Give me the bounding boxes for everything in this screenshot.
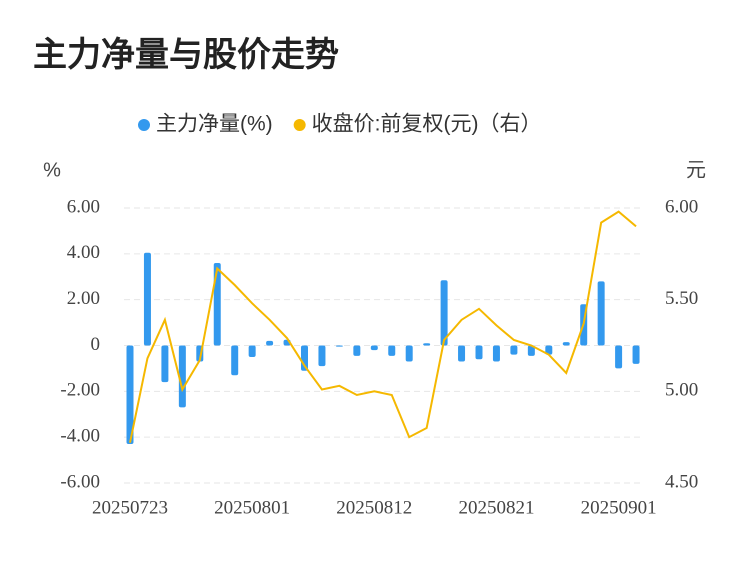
y-tick-label: -2.00 — [60, 380, 100, 401]
y2-axis-label: 元 — [686, 159, 706, 181]
legend-label: 主力净量(%) — [156, 113, 273, 136]
bar — [353, 345, 361, 356]
bar — [562, 342, 570, 346]
bar — [370, 345, 378, 351]
bar — [318, 345, 326, 367]
bar — [126, 345, 134, 445]
bar — [527, 345, 535, 356]
x-tick-label: 20250901 — [581, 497, 657, 518]
x-tick-label: 20250723 — [92, 497, 168, 518]
chart-title: 主力净量与股价走势 — [33, 36, 339, 74]
legend-marker — [293, 119, 306, 131]
bar — [440, 280, 448, 346]
bar — [545, 345, 553, 355]
bar — [213, 263, 221, 346]
bar — [632, 345, 640, 364]
y2-tick-label: 4.50 — [665, 471, 698, 492]
bar — [248, 345, 256, 357]
y-tick-label: -4.00 — [60, 426, 100, 447]
bar — [615, 345, 623, 369]
bar — [143, 252, 151, 346]
bar — [161, 345, 169, 383]
y-tick-label: 0 — [91, 334, 101, 355]
bar — [510, 345, 518, 355]
y-tick-label: 6.00 — [67, 196, 100, 217]
bar — [178, 345, 186, 408]
bar — [475, 345, 483, 360]
x-tick-label: 20250821 — [458, 497, 534, 518]
bar — [335, 345, 343, 347]
x-tick-label: 20250801 — [214, 497, 290, 518]
bar — [405, 345, 413, 362]
bar — [492, 345, 500, 362]
y-tick-label: 4.00 — [67, 242, 100, 263]
price-line — [129, 210, 637, 443]
y-tick-label: -6.00 — [60, 471, 100, 492]
legend-label: 收盘价:前复权(元)（右） — [312, 113, 542, 136]
bar — [266, 340, 274, 346]
bar — [388, 345, 396, 356]
x-tick-label: 20250812 — [336, 497, 412, 518]
y2-tick-label: 5.00 — [665, 380, 698, 401]
legend-marker — [138, 119, 150, 131]
y2-tick-label: 5.50 — [665, 288, 698, 309]
bar — [597, 281, 605, 346]
y2-tick-label: 6.00 — [665, 196, 698, 217]
y-tick-label: 2.00 — [67, 288, 100, 309]
bar — [458, 345, 466, 362]
y-axis-label: % — [43, 159, 61, 181]
bar — [423, 343, 431, 346]
bar — [231, 345, 239, 376]
